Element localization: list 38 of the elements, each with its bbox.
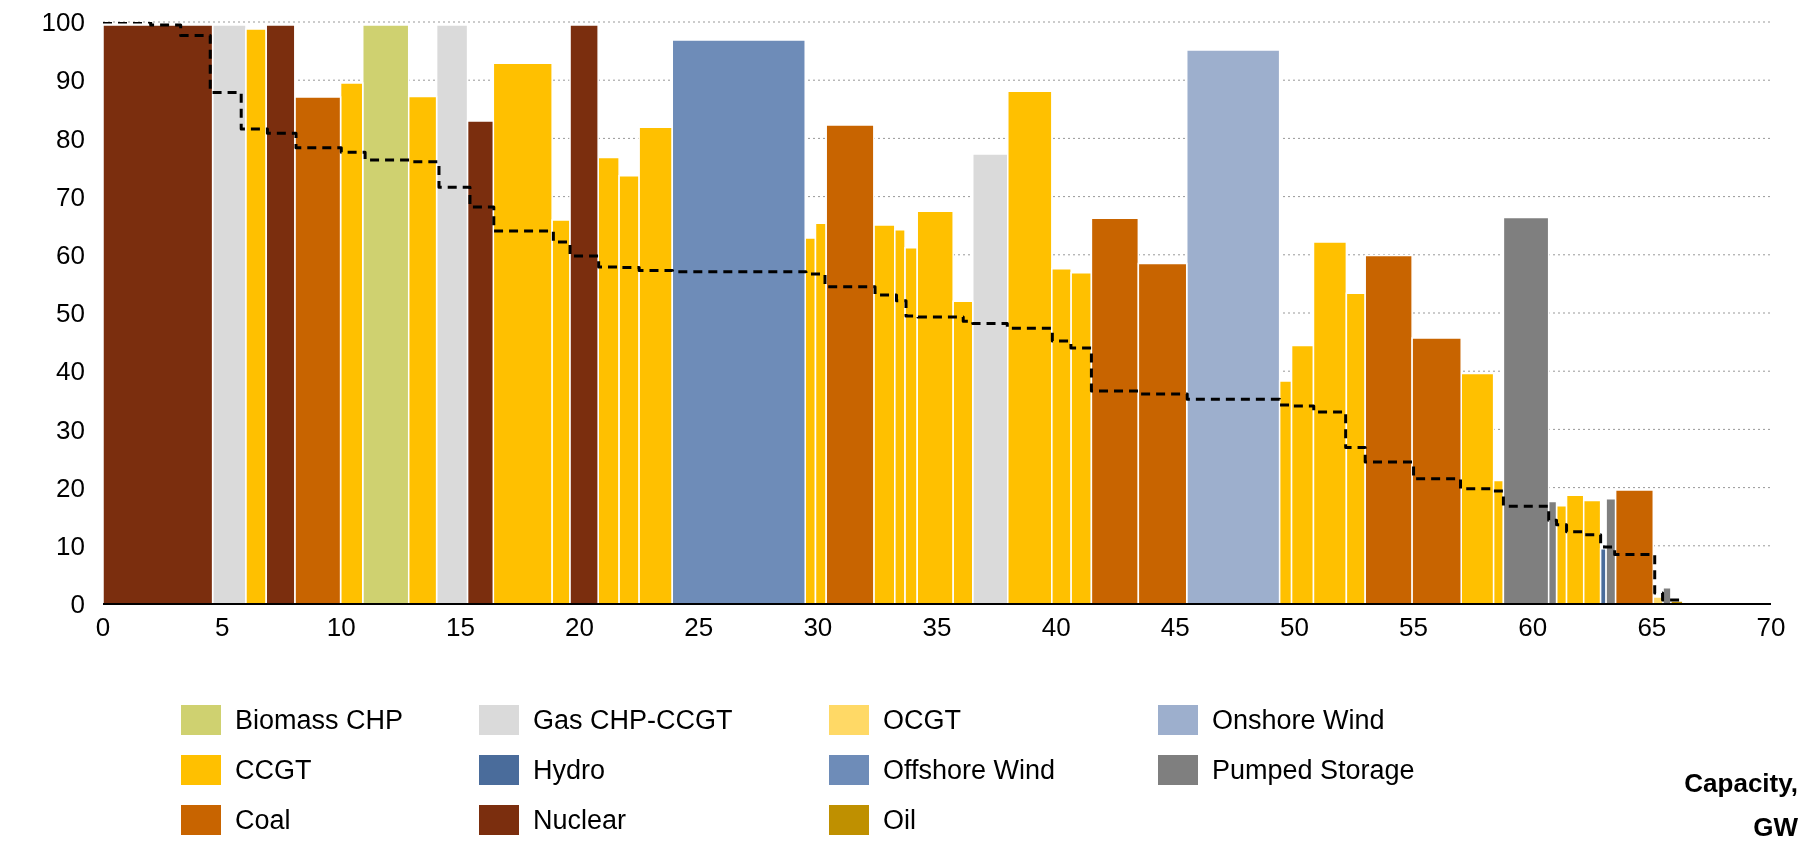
x-tick-label: 25 bbox=[684, 612, 714, 643]
y-tick-label: 0 bbox=[70, 589, 85, 620]
y-tick-label: 100 bbox=[41, 7, 85, 38]
legend-label: Offshore Wind bbox=[883, 754, 1056, 786]
y-tick-label: 50 bbox=[56, 298, 85, 329]
legend-label: Oil bbox=[883, 804, 916, 836]
y-tick-label: 60 bbox=[56, 240, 85, 271]
legend-label: Biomass CHP bbox=[235, 704, 404, 736]
y-tick-label: 80 bbox=[56, 123, 85, 154]
y-tick-label: 90 bbox=[56, 65, 85, 96]
x-tick-label: 45 bbox=[1160, 612, 1190, 643]
y-tick-label: 20 bbox=[56, 472, 85, 503]
legend-label: Onshore Wind bbox=[1212, 704, 1385, 736]
x-tick-label: 60 bbox=[1518, 612, 1548, 643]
legend-label: CCGT bbox=[235, 754, 312, 786]
legend-label: Coal bbox=[235, 804, 291, 836]
y-tick-label: 70 bbox=[56, 181, 85, 212]
x-tick-label: 55 bbox=[1399, 612, 1429, 643]
x-tick-label: 5 bbox=[214, 612, 230, 643]
x-tick-label: 70 bbox=[1756, 612, 1786, 643]
x-tick-label: 65 bbox=[1637, 612, 1667, 643]
legend-label: Nuclear bbox=[533, 804, 627, 836]
x-tick-label: 20 bbox=[565, 612, 595, 643]
x-tick-label: 30 bbox=[803, 612, 833, 643]
x-tick-label: 10 bbox=[326, 612, 356, 643]
x-tick-label: 50 bbox=[1279, 612, 1309, 643]
y-tick-label: 40 bbox=[56, 356, 85, 387]
legend-label: Hydro bbox=[533, 754, 606, 786]
legend-label: OCGT bbox=[883, 704, 961, 736]
x-tick-label: 40 bbox=[1041, 612, 1071, 643]
x-axis-title: Capacity, GW bbox=[1683, 767, 1798, 844]
legend-label: Gas CHP-CCGT bbox=[533, 704, 733, 736]
legend-label: Pumped Storage bbox=[1212, 754, 1415, 786]
x-tick-label: 35 bbox=[922, 612, 952, 643]
x-tick-label: 15 bbox=[445, 612, 475, 643]
x-tick-label: 0 bbox=[95, 612, 111, 643]
y-tick-label: 30 bbox=[56, 414, 85, 445]
y-tick-label: 10 bbox=[56, 531, 85, 562]
